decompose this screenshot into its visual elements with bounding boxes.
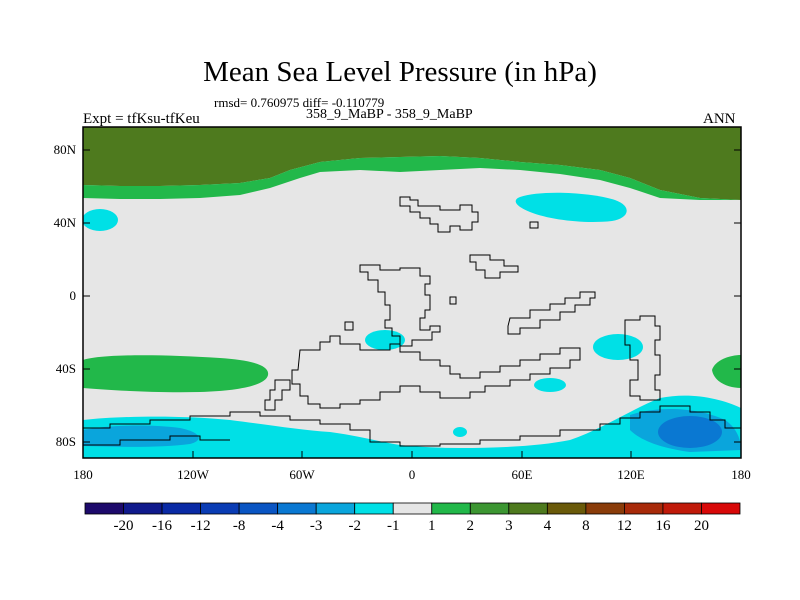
lat-label-40s: 40S <box>55 361 76 376</box>
lat-label-80s: 80S <box>55 434 76 449</box>
coastline-small-island-east <box>529 221 539 229</box>
season-label: ANN <box>703 111 736 127</box>
colorbar-label: -4 <box>271 518 284 534</box>
colorbar-swatch <box>508 502 548 515</box>
colorbar-swatch <box>277 502 317 515</box>
cyan-patch-north-atlantic <box>515 192 627 222</box>
coastline-east-landmass <box>624 315 661 401</box>
colorbar-label: -8 <box>232 518 246 534</box>
lat-label-80n: 80N <box>53 142 76 157</box>
colorbar-swatch <box>546 502 587 515</box>
coastline-west-fragments <box>264 379 291 411</box>
colorbar-swatch <box>469 502 510 515</box>
colorbar-label: 20 <box>693 518 709 534</box>
colorbar-swatch <box>662 502 702 515</box>
colorbar-label: -1 <box>386 518 400 534</box>
antarctic-mid-blue-core <box>658 416 722 448</box>
cyan-patch-indian-ocean <box>593 334 643 360</box>
coastline-southeast-arm <box>507 291 596 335</box>
lon-label-60w: 60W <box>289 467 315 482</box>
lon-label-0: 0 <box>408 467 416 482</box>
colorbar-label: 12 <box>616 518 632 534</box>
subtitle: 358_9_MaBP - 358_9_MaBP <box>306 107 473 122</box>
coastline-north-block <box>399 196 479 233</box>
colorbar-label: -2 <box>348 518 361 534</box>
colorbar-swatch <box>431 502 471 515</box>
antarctic-core-west <box>83 425 199 447</box>
arctic-green-fringe <box>83 156 741 200</box>
map-title: Mean Sea Level Pressure (in hPa) <box>203 56 597 88</box>
coastline-antarctica-inner <box>83 435 230 446</box>
coastline-small-island-west <box>344 321 354 331</box>
colorbar-swatch <box>161 502 201 515</box>
lat-label-0: 0 <box>69 288 77 303</box>
cyan-patch-north-pacific <box>83 209 118 231</box>
colorbar-swatch <box>238 502 279 515</box>
colorbar-swatch <box>354 502 394 515</box>
colorbar-label: -3 <box>309 518 323 534</box>
lon-label-180e: 180 <box>731 467 751 482</box>
colorbar-swatch <box>84 502 124 515</box>
southern-green-band-west <box>83 355 269 393</box>
lon-label-60e: 60E <box>511 467 533 482</box>
colorbar-label: 16 <box>655 518 671 534</box>
coastline-central-landmass <box>359 264 441 347</box>
colorbar-swatch <box>701 502 741 515</box>
experiment-label: Expt = tfKsu-tfKeu <box>83 111 200 127</box>
cyan-patch-south-atlantic <box>365 330 405 350</box>
map-plot-area <box>83 127 741 458</box>
stats-line: rmsd= 0.760975 diff= -0.110779 <box>214 95 385 110</box>
colorbar-swatch <box>200 502 240 515</box>
colorbar <box>84 502 741 515</box>
lon-label-120e: 120E <box>617 467 645 482</box>
coastline-west-landmass <box>291 335 581 409</box>
colorbar-swatch <box>585 502 625 515</box>
colorbar-swatch <box>392 502 433 515</box>
colorbar-label: 1 <box>428 518 436 534</box>
colorbar-label: 2 <box>466 518 475 534</box>
coastline-outlines <box>83 196 741 447</box>
lon-label-180w: 180 <box>73 467 93 482</box>
colorbar-label: -16 <box>152 518 173 534</box>
colorbar-label: -20 <box>113 518 134 534</box>
antarctic-negative-band <box>83 395 741 458</box>
colorbar-swatch <box>624 502 664 515</box>
lat-label-40n: 40N <box>53 215 76 230</box>
axis-ticks <box>82 149 742 458</box>
colorbar-swatch <box>123 502 163 515</box>
coastline-mid-east-block <box>469 254 519 279</box>
cyan-patch-south-indian <box>534 378 566 392</box>
colorbar-swatch <box>315 502 356 515</box>
southern-green-band-east <box>712 355 741 388</box>
colorbar-label: 4 <box>543 518 552 534</box>
cyan-patch-small-south <box>453 427 467 437</box>
lon-label-120w: 120W <box>177 467 209 482</box>
coastline-small-island-center <box>449 296 457 305</box>
colorbar-label: 3 <box>505 518 513 534</box>
colorbar-label: 8 <box>582 518 590 534</box>
coastline-antarctica <box>83 405 741 447</box>
colorbar-label: -12 <box>190 518 211 534</box>
